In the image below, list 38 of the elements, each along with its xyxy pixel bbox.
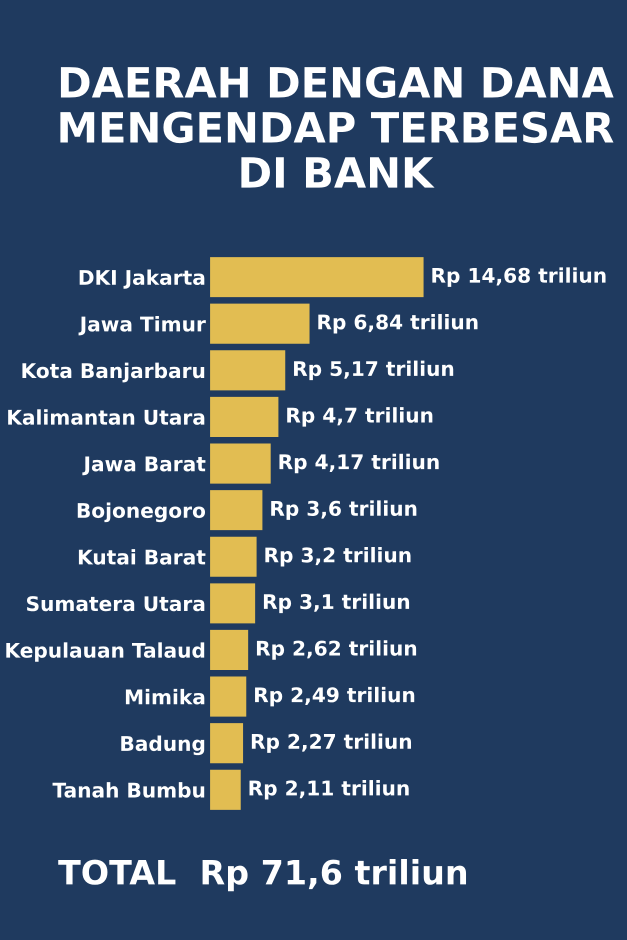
bar [210, 490, 262, 530]
bar [210, 350, 286, 390]
bar [210, 676, 246, 717]
bar [210, 583, 256, 624]
y-tick-label: Tanah Bumbu [52, 782, 204, 798]
y-tick-label: Badung [121, 736, 204, 756]
data-label: Rp 3,1 triliun [264, 594, 410, 614]
y-tick-label: Bojonegoro [78, 502, 206, 522]
data-label: Rp 3,2 triliun [265, 547, 411, 566]
bar [210, 770, 241, 810]
data-label: Rp 2,62 triliun [256, 640, 416, 660]
data-label: Rp 3,6 triliun [271, 500, 416, 520]
bar [210, 257, 424, 298]
y-tick-label: Kutai Barat [78, 549, 206, 565]
data-label: Rp 2,49 triliun [255, 686, 414, 706]
y-tick-label: DKI Jakarta [80, 269, 204, 289]
data-label: Rp 2,27 triliun [252, 733, 412, 753]
data-label: Rp 4,7 triliun [287, 407, 432, 427]
bar [210, 630, 248, 670]
y-tick-label: Jawa Barat [82, 456, 206, 476]
y-tick-label: Kepulauan Talaud [6, 642, 204, 662]
data-label: Rp 4,17 triliun [279, 454, 439, 474]
data-label: Rp 6,84 triliun [318, 314, 478, 334]
y-tick-label: Kota Banjarbaru [22, 362, 204, 382]
data-label: Rp 14,68 triliun [432, 267, 606, 287]
bar [210, 396, 278, 437]
bar [210, 723, 244, 764]
y-tick-label: Kalimantan Utara [8, 409, 204, 425]
text: TOTAL Rp 71,6 triliun [58, 859, 466, 892]
bar [210, 536, 257, 577]
y-tick-label: Mimika [126, 688, 204, 705]
bar [210, 443, 271, 484]
data-label: Rp 5,17 triliun [294, 360, 454, 380]
data-label: Rp 2,11 triliun [250, 780, 409, 800]
y-tick-label: Jawa Timur [78, 316, 206, 336]
bar [210, 304, 310, 344]
y-tick-label: Sumatera Utara [27, 596, 204, 612]
chart-title: DAERAH DENGAN DANA MENGENDAP TERBESAR DI BANK [60, 66, 614, 188]
